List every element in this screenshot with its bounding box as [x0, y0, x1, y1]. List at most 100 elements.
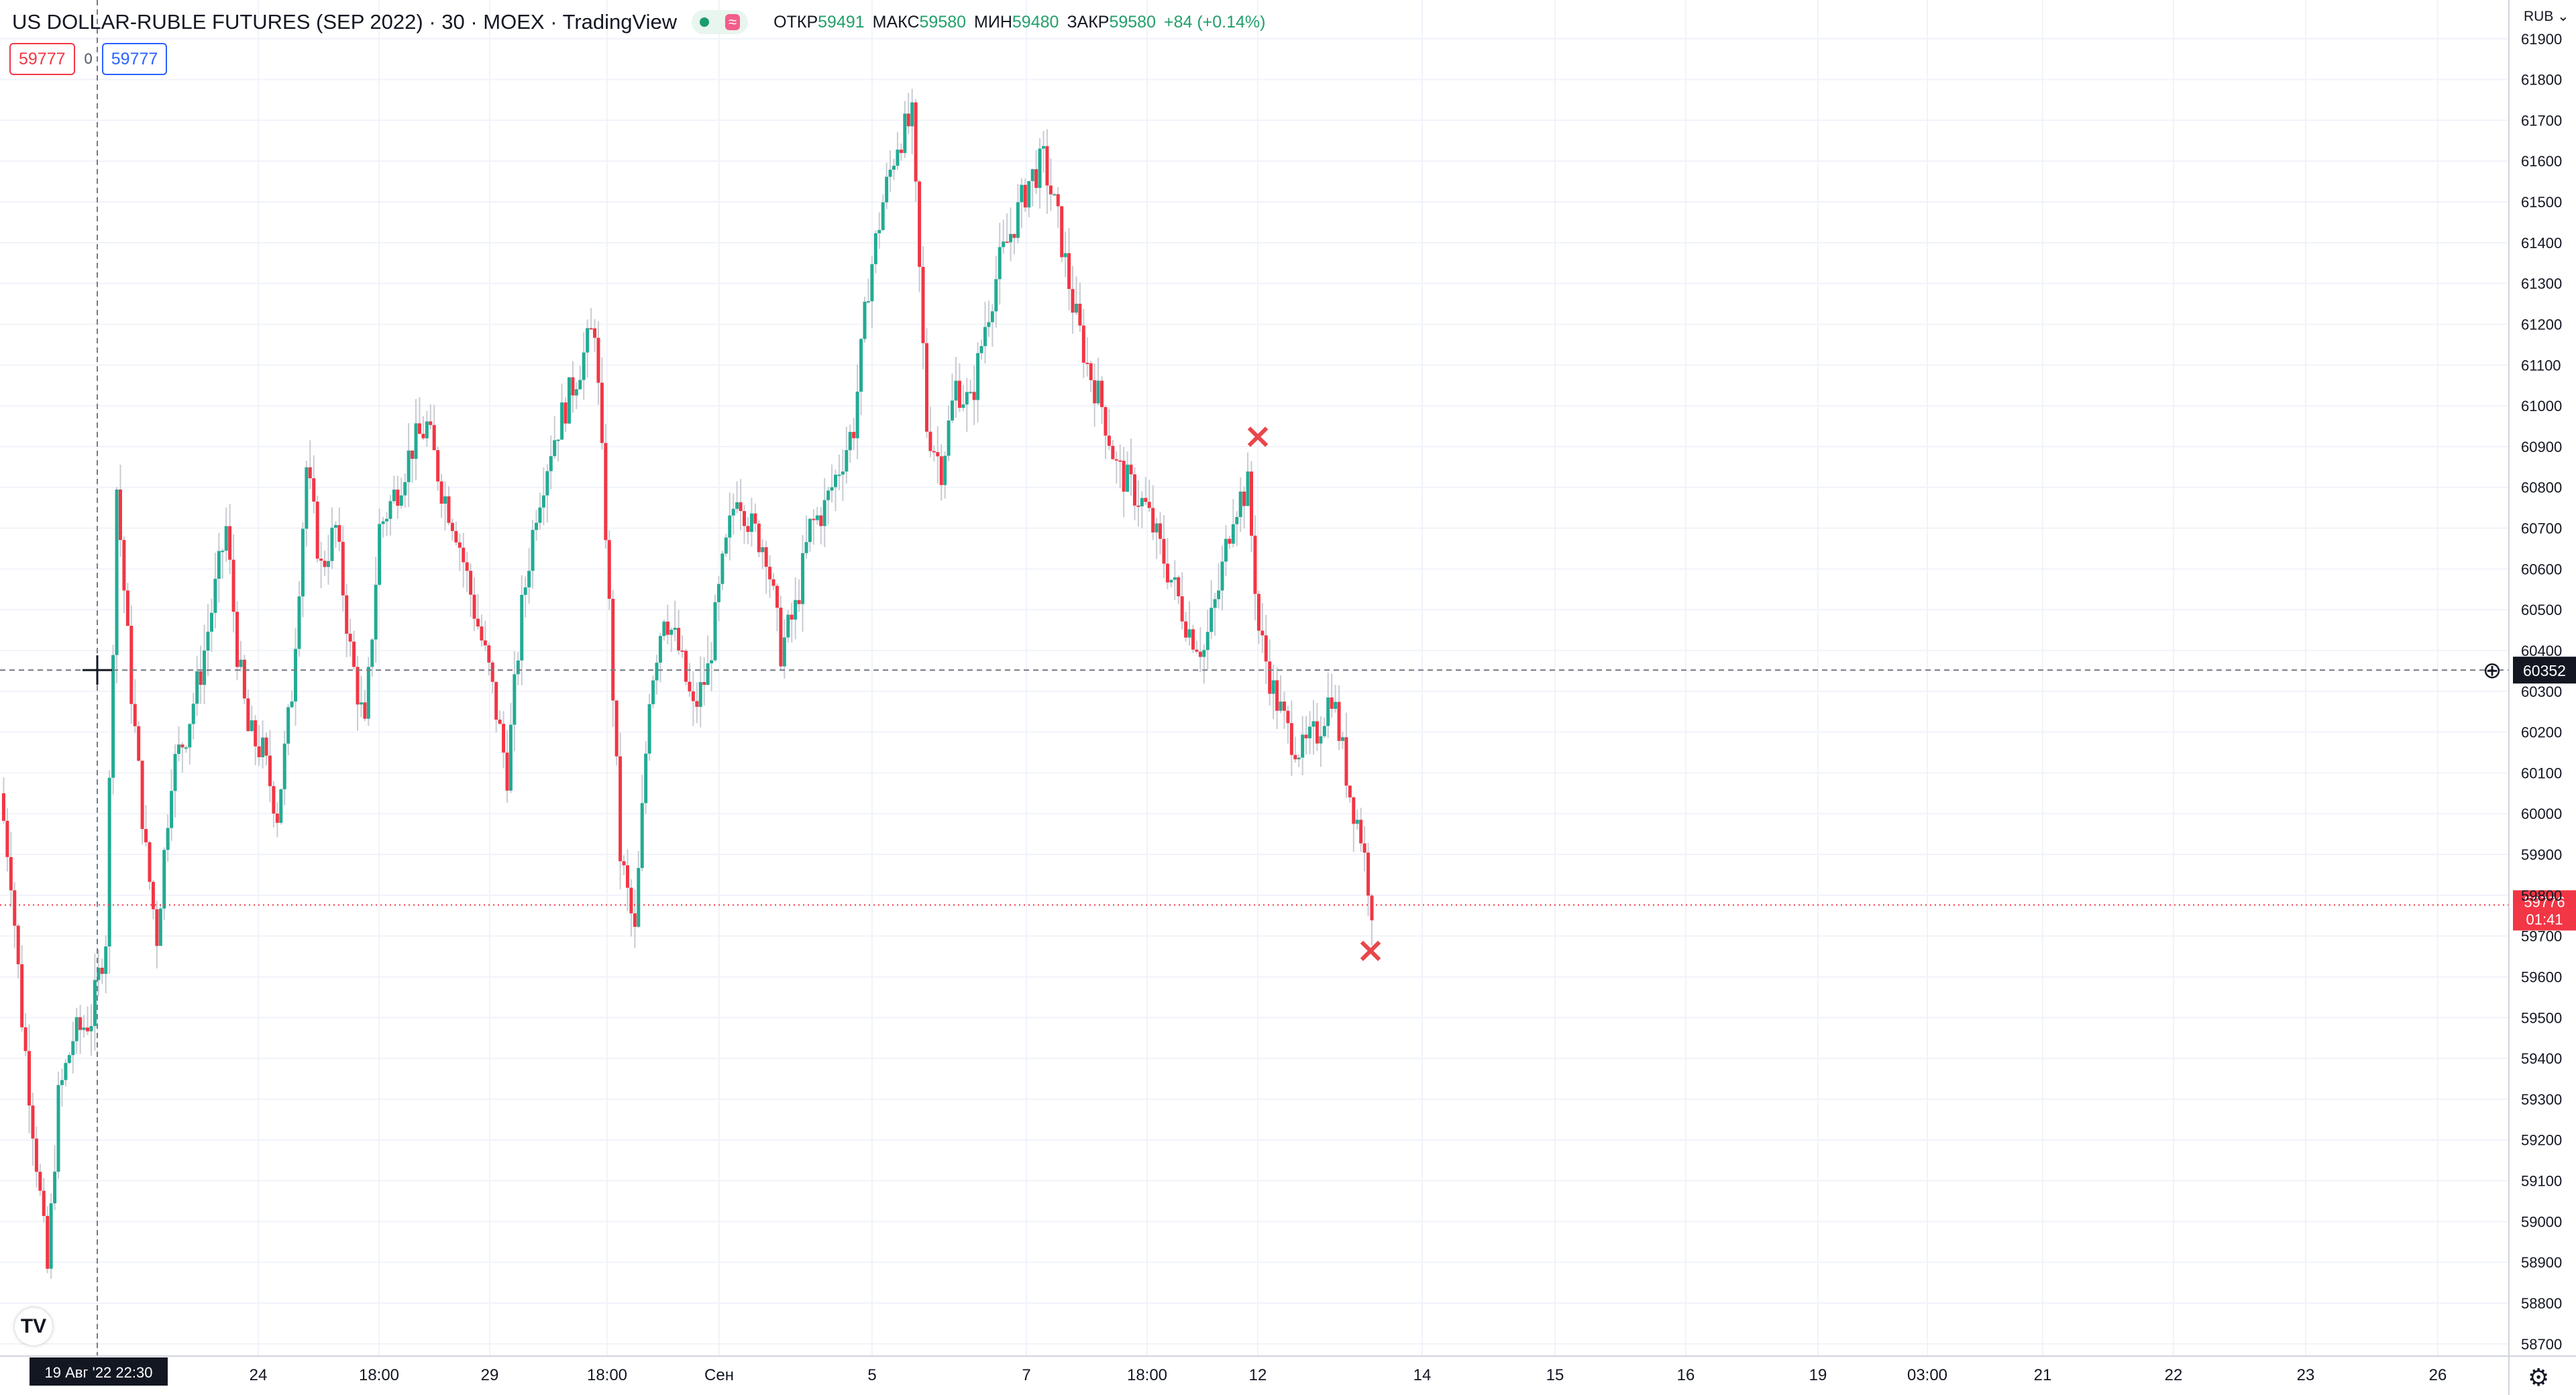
candle-body [13, 890, 17, 926]
candle-body [710, 660, 714, 664]
candle-body [221, 551, 225, 553]
currency-dropdown[interactable]: RUB ⌄ [2524, 9, 2569, 24]
x-tick-label: 15 [1546, 1366, 1564, 1384]
candle-body [947, 420, 951, 456]
y-tick-label: 60700 [2521, 520, 2562, 537]
candle-body [275, 814, 279, 823]
candle-body [972, 392, 976, 400]
gear-icon[interactable]: ⚙ [2528, 1363, 2550, 1391]
candle-body [494, 681, 498, 720]
candle-body [439, 481, 443, 504]
y-tick-label: 61100 [2521, 357, 2561, 374]
candle-body [1297, 757, 1301, 760]
candle-body [465, 562, 469, 571]
candle-body [1191, 629, 1195, 650]
candle-body [1016, 202, 1020, 238]
candle-body [53, 1172, 57, 1204]
sell-button[interactable]: 59777 [9, 43, 75, 75]
x-tick-label: 14 [1413, 1366, 1432, 1384]
tradingview-logo-icon[interactable]: TV [15, 1308, 52, 1345]
buy-button[interactable]: 59777 [101, 43, 168, 75]
candle-body [49, 1203, 53, 1269]
candle-body [356, 667, 360, 705]
candle-body [578, 380, 582, 390]
candle-body [998, 247, 1002, 280]
candle-body [739, 502, 743, 511]
x-tick-label: 16 [1677, 1366, 1695, 1384]
candle-body [118, 489, 122, 541]
candle-body [826, 490, 830, 500]
candle-body [450, 522, 454, 531]
y-tick-label: 60500 [2521, 602, 2562, 618]
candle-body [1, 793, 5, 821]
candle-body [596, 337, 600, 383]
x-tick-label: 5 [867, 1366, 876, 1384]
candle-body [987, 322, 991, 327]
candle-body [20, 964, 24, 1027]
candle-body [1224, 539, 1228, 562]
candle-body [9, 856, 13, 891]
candle-body [286, 707, 290, 744]
candle-body [553, 440, 557, 457]
candle-body [673, 628, 677, 630]
candle-body [1355, 820, 1359, 824]
candle-body [1060, 206, 1064, 258]
candle-body [625, 865, 629, 888]
candle-body [1169, 579, 1173, 583]
candle-body [436, 450, 440, 482]
candle-body [680, 650, 684, 652]
candle-body [480, 626, 484, 640]
candle-body [1213, 599, 1217, 608]
candle-body [1111, 445, 1115, 459]
y-tick-label: 59900 [2521, 846, 2562, 863]
last-price-box [2513, 890, 2576, 931]
annotation-markers: ×× [1243, 416, 1385, 970]
x-tick-label: 22 [2165, 1366, 2183, 1384]
candle-body [691, 691, 695, 702]
candle-body [782, 637, 786, 667]
candle-body [1217, 590, 1221, 600]
x-tick-label: 21 [2034, 1366, 2052, 1384]
candle-body [396, 490, 400, 506]
candle-body [290, 701, 294, 708]
candle-body [698, 681, 702, 707]
candle-body [1260, 630, 1265, 636]
candle-body [199, 671, 203, 685]
candle-body [23, 1027, 28, 1052]
candle-body [417, 423, 421, 434]
candle-body [720, 553, 724, 584]
candle-body [1177, 577, 1181, 597]
candle-body [684, 651, 688, 682]
candle-body [567, 377, 571, 424]
candle-body [305, 467, 309, 529]
candle-body [1071, 288, 1075, 313]
y-tick-label: 60300 [2521, 683, 2562, 700]
candle-body [903, 113, 907, 154]
x-tick-label: 18:00 [1127, 1366, 1167, 1384]
candle-body [341, 541, 345, 596]
candle-body [753, 513, 757, 524]
candle-body [771, 579, 775, 586]
candle-body [819, 515, 823, 526]
candle-body [469, 571, 473, 595]
y-tick-label: 58900 [2521, 1254, 2562, 1271]
cross-marker-icon: × [1243, 416, 1273, 457]
candle-body [538, 507, 542, 523]
candle-body [564, 402, 568, 424]
candle-body [939, 456, 943, 486]
candle-body [1136, 505, 1140, 507]
candle-body [498, 720, 502, 724]
candle-body [1034, 169, 1038, 188]
open-value: 59491 [818, 12, 865, 32]
candle-body [669, 629, 674, 635]
symbol-title[interactable]: US DOLLAR-RUBLE FUTURES (SEP 2022) · 30 … [12, 10, 678, 34]
candle-body [848, 431, 852, 451]
y-tick-label: 60100 [2521, 765, 2562, 781]
candle-body [954, 380, 958, 401]
candle-body [1282, 702, 1286, 711]
candle-body [100, 967, 104, 974]
candle-body [1155, 523, 1159, 533]
y-tick-label: 61000 [2521, 398, 2562, 414]
market-status-pill[interactable]: ≈ [692, 10, 749, 34]
